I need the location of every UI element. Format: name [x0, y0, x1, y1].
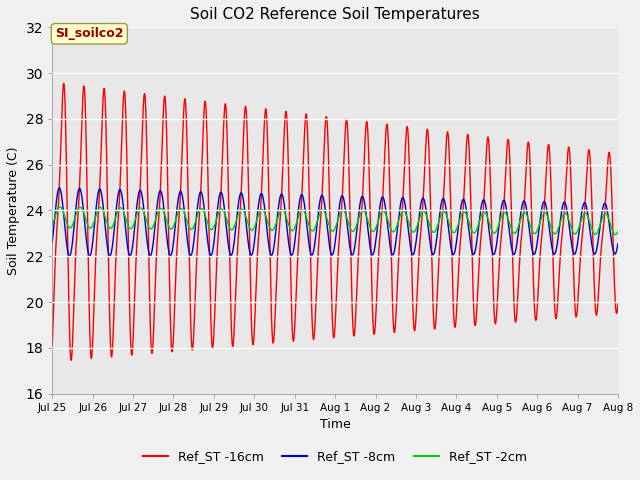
- Ref_ST -2cm: [49, 222, 56, 228]
- Ref_ST -2cm: [56, 204, 64, 210]
- Line: Ref_ST -8cm: Ref_ST -8cm: [52, 188, 618, 256]
- Ref_ST -8cm: [474, 235, 481, 240]
- Ref_ST -8cm: [49, 239, 56, 245]
- Ref_ST -16cm: [49, 342, 56, 348]
- Legend: Ref_ST -16cm, Ref_ST -8cm, Ref_ST -2cm: Ref_ST -16cm, Ref_ST -8cm, Ref_ST -2cm: [138, 445, 532, 468]
- Text: SI_soilco2: SI_soilco2: [55, 27, 124, 40]
- Ref_ST -2cm: [367, 225, 374, 231]
- Ref_ST -8cm: [614, 240, 622, 246]
- Line: Ref_ST -2cm: Ref_ST -2cm: [52, 207, 618, 235]
- Ref_ST -8cm: [307, 251, 315, 256]
- Ref_ST -2cm: [307, 226, 314, 232]
- Ref_ST -2cm: [612, 232, 620, 238]
- Ref_ST -2cm: [473, 226, 481, 232]
- Ref_ST -16cm: [67, 358, 75, 363]
- Y-axis label: Soil Temperature (C): Soil Temperature (C): [7, 146, 20, 275]
- Ref_ST -16cm: [60, 81, 68, 86]
- Ref_ST -8cm: [614, 242, 621, 248]
- Ref_ST -2cm: [562, 210, 570, 216]
- Ref_ST -16cm: [546, 151, 554, 157]
- Ref_ST -8cm: [56, 185, 63, 191]
- Ref_ST -8cm: [562, 203, 570, 208]
- Ref_ST -16cm: [474, 297, 481, 303]
- Ref_ST -16cm: [367, 233, 374, 239]
- Ref_ST -8cm: [65, 253, 73, 259]
- Ref_ST -2cm: [545, 219, 553, 225]
- Ref_ST -16cm: [614, 301, 622, 307]
- Title: Soil CO2 Reference Soil Temperatures: Soil CO2 Reference Soil Temperatures: [190, 7, 480, 22]
- Line: Ref_ST -16cm: Ref_ST -16cm: [52, 84, 618, 360]
- Ref_ST -8cm: [546, 229, 554, 235]
- Ref_ST -8cm: [367, 247, 374, 253]
- Ref_ST -2cm: [614, 229, 622, 235]
- Ref_ST -16cm: [614, 304, 621, 310]
- Ref_ST -2cm: [614, 229, 621, 235]
- Ref_ST -16cm: [562, 179, 570, 185]
- X-axis label: Time: Time: [320, 418, 351, 431]
- Ref_ST -16cm: [307, 271, 315, 276]
